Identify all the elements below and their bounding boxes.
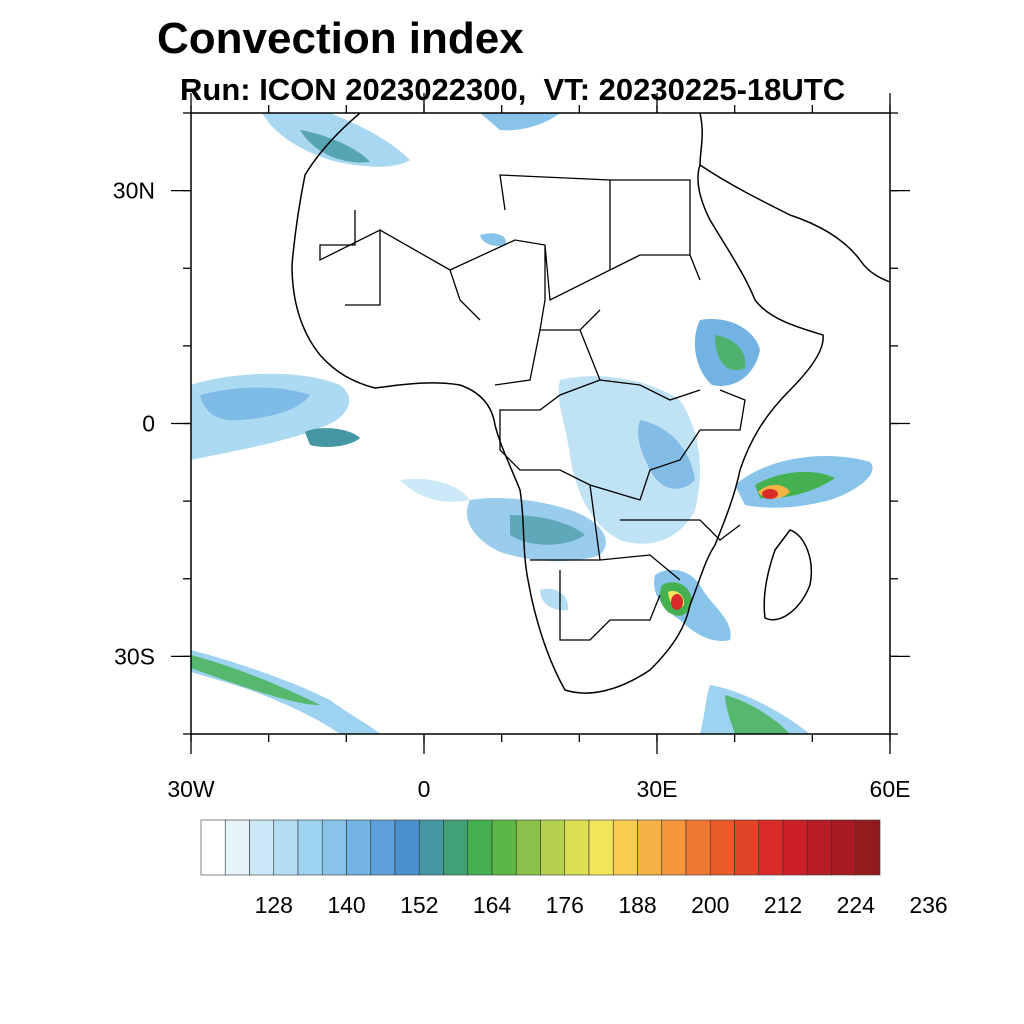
colorbar-swatch	[782, 819, 808, 876]
convection-area	[671, 594, 683, 610]
y-tick-label: 30N	[113, 178, 155, 204]
convection-area	[262, 113, 410, 167]
colorbar-swatch	[297, 819, 323, 876]
colorbar-swatch	[346, 819, 372, 876]
country-borders	[319, 174, 746, 641]
colorbar-swatch	[806, 819, 832, 876]
colorbar-label: 236	[909, 892, 947, 918]
colorbar-swatch	[200, 819, 226, 876]
colorbar-swatch	[224, 819, 250, 876]
convection-area	[725, 695, 790, 734]
convection-area	[558, 376, 700, 544]
convection-area	[638, 420, 695, 489]
colorbar-swatch	[758, 819, 784, 876]
colorbar-label: 128	[255, 892, 293, 918]
colorbar-swatch	[661, 819, 687, 876]
colorbar-swatch	[564, 819, 590, 876]
colorbar-swatch	[443, 819, 469, 876]
convection-area	[400, 478, 470, 502]
colorbar-swatch	[491, 819, 517, 876]
axis-tick-labels: 30W 0 30E 60E 30N 0 30S	[113, 178, 911, 802]
colorbar-swatch	[273, 819, 299, 876]
axis-ticks	[171, 93, 910, 754]
colorbar-swatch	[685, 819, 711, 876]
x-tick-label: 30W	[167, 776, 215, 802]
colorbar-swatch	[831, 819, 857, 876]
convection-area	[305, 428, 360, 447]
colorbar-swatch	[540, 819, 566, 876]
arabia-coastline	[699, 164, 890, 283]
convection-field	[191, 113, 873, 734]
map-subtitle: Run: ICON 2023022300, VT: 20230225-18UTC	[180, 72, 846, 107]
coastlines	[291, 113, 890, 694]
convection-area	[191, 655, 320, 706]
africa-coastline	[291, 113, 824, 694]
colorbar-label: 188	[618, 892, 656, 918]
colorbar-label: 164	[473, 892, 512, 918]
colorbar-swatch	[370, 819, 396, 876]
colorbar-swatch	[588, 819, 614, 876]
convection-area	[191, 373, 350, 460]
colorbar-label: 212	[764, 892, 802, 918]
colorbar-swatch	[709, 819, 735, 876]
colorbar-label: 200	[691, 892, 729, 918]
convection-area	[200, 387, 310, 421]
convection-area	[540, 588, 569, 611]
colorbar-label: 176	[546, 892, 584, 918]
colorbar	[200, 819, 881, 876]
colorbar-swatch	[249, 819, 275, 876]
colorbar-swatch	[734, 819, 760, 876]
convection-area	[715, 335, 746, 371]
convection-area	[510, 515, 585, 545]
colorbar-swatch	[515, 819, 541, 876]
colorbar-label: 140	[327, 892, 365, 918]
map-title: Convection index	[157, 14, 524, 63]
colorbar-swatch	[394, 819, 420, 876]
colorbar-swatch	[637, 819, 663, 876]
convection-area	[480, 233, 506, 246]
colorbar-label: 224	[837, 892, 876, 918]
colorbar-label: 152	[400, 892, 438, 918]
colorbar-swatch	[612, 819, 638, 876]
colorbar-labels: 128 140 152 164 176 188 200 212 224 236	[255, 892, 948, 918]
colorbar-swatch	[418, 819, 444, 876]
x-tick-label: 60E	[870, 776, 911, 802]
x-tick-label: 30E	[637, 776, 678, 802]
colorbar-swatch	[467, 819, 493, 876]
convection-area	[480, 113, 560, 131]
convection-area	[762, 489, 778, 499]
convection-area	[300, 130, 370, 163]
madagascar-coastline	[763, 529, 812, 621]
y-tick-label: 30S	[114, 643, 155, 669]
colorbar-swatch	[321, 819, 347, 876]
colorbar-swatch	[855, 819, 881, 876]
x-tick-label: 0	[418, 776, 431, 802]
y-tick-label: 0	[142, 411, 155, 437]
